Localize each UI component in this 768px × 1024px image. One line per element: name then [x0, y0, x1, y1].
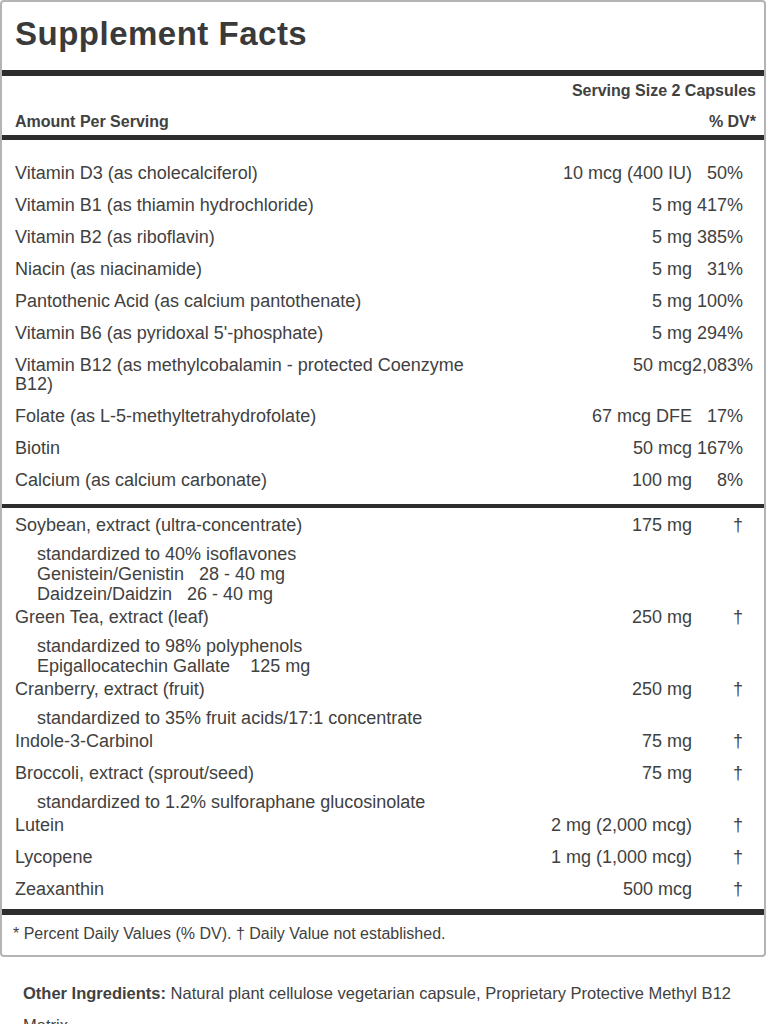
nutrient-dv: 31%	[692, 260, 743, 279]
table-row: Vitamin B2 (as riboflavin) 5 mg385%	[2, 215, 764, 247]
nutrient-dv: 50%	[692, 164, 743, 183]
nutrient-amount: 100 mg	[632, 471, 692, 490]
nutrient-amount: 2 mg (2,000 mcg)	[551, 816, 692, 835]
nutrient-name: Vitamin B2 (as riboflavin)	[15, 228, 490, 247]
nutrient-name: Zeaxanthin	[15, 880, 490, 899]
other-ingredients: Other Ingredients: Natural plant cellulo…	[23, 977, 745, 1024]
nutrient-dv: †	[692, 880, 743, 899]
nutrient-name: Vitamin B12 (as methylcobalamin - protec…	[15, 356, 490, 394]
footnote: * Percent Daily Values (% DV). † Daily V…	[2, 915, 764, 955]
table-row: Broccoli, extract (sprout/seed) 75 mg†	[2, 751, 764, 783]
nutrient-sub-note: Genistein/Genistin 28 - 40 mg	[37, 564, 764, 584]
nutrient-dv: †	[692, 764, 743, 783]
nutrient-name: Cranberry, extract (fruit)	[15, 680, 490, 699]
nutrient-dv: †	[692, 516, 743, 535]
nutrient-sub-note: standardized to 35% fruit acids/17:1 con…	[37, 708, 764, 728]
nutrient-dv: 2,083%	[692, 356, 743, 375]
nutrient-sub-notes: standardized to 98% polyphenolsEpigalloc…	[2, 636, 764, 676]
nutrient-dv: †	[692, 680, 743, 699]
nutrient-dv: 17%	[692, 407, 743, 426]
nutrient-name: Vitamin D3 (as cholecalciferol)	[15, 164, 490, 183]
nutrient-sub-notes: standardized to 40% isoflavonesGenistein…	[2, 544, 764, 604]
nutrient-name: Niacin (as niacinamide)	[15, 260, 490, 279]
column-header-amount: Amount Per Serving	[15, 112, 169, 132]
supplement-facts-panel: Supplement Facts Serving Size 2 Capsules…	[0, 0, 766, 957]
nutrient-amount: 5 mg	[652, 324, 692, 343]
nutrient-sub-note: Epigallocatechin Gallate 125 mg	[37, 656, 764, 676]
nutrient-sub-notes: standardized to 35% fruit acids/17:1 con…	[2, 708, 764, 728]
nutrient-sub-notes: standardized to 1.2% sulforaphane glucos…	[2, 792, 764, 812]
nutrient-amount: 250 mg	[632, 608, 692, 627]
table-row: Vitamin B1 (as thiamin hydrochloride) 5 m…	[2, 183, 764, 215]
table-row: Green Tea, extract (leaf) 250 mg†	[2, 604, 764, 627]
table-row: Indole-3-Carbinol 75 mg†	[2, 728, 764, 751]
nutrient-dv: 294%	[692, 324, 743, 343]
nutrient-name: Green Tea, extract (leaf)	[15, 608, 490, 627]
nutrient-dv: 100%	[692, 292, 743, 311]
nutrient-amount: 250 mg	[632, 680, 692, 699]
nutrient-amount: 175 mg	[632, 516, 692, 535]
nutrient-amount: 50 mcg	[633, 356, 692, 375]
nutrient-name: Folate (as L-5-methyltetrahydrofolate)	[15, 407, 490, 426]
below-panel-info: Other Ingredients: Natural plant cellulo…	[0, 957, 768, 1024]
nutrient-dv: 167%	[692, 439, 743, 458]
page-title: Supplement Facts	[2, 2, 764, 54]
nutrient-amount: 5 mg	[652, 260, 692, 279]
nutrient-dv: 417%	[692, 196, 743, 215]
nutrient-name: Broccoli, extract (sprout/seed)	[15, 764, 490, 783]
nutrient-name: Lycopene	[15, 848, 490, 867]
nutrient-dv: †	[692, 732, 743, 751]
table-row: Soybean, extract (ultra-concentrate) 175 …	[2, 508, 764, 535]
table-row: Vitamin D3 (as cholecalciferol) 10 mcg (4…	[2, 140, 764, 183]
nutrient-name: Vitamin B1 (as thiamin hydrochloride)	[15, 196, 490, 215]
column-header-dv: % DV*	[709, 112, 756, 132]
table-row: Folate (as L-5-methyltetrahydrofolate) 67…	[2, 394, 764, 426]
other-ingredients-label: Other Ingredients:	[23, 984, 166, 1002]
table-row: Cranberry, extract (fruit) 250 mg†	[2, 676, 764, 699]
nutrient-name: Biotin	[15, 439, 490, 458]
nutrient-amount: 50 mcg	[633, 439, 692, 458]
nutrient-name: Calcium (as calcium carbonate)	[15, 471, 490, 490]
nutrient-sub-note: standardized to 1.2% sulforaphane glucos…	[37, 792, 764, 812]
nutrient-amount: 5 mg	[652, 228, 692, 247]
nutrient-name: Vitamin B6 (as pyridoxal 5'-phosphate)	[15, 324, 490, 343]
nutrient-name: Pantothenic Acid (as calcium pantothenat…	[15, 292, 490, 311]
table-row: Biotin 50 mcg167%	[2, 426, 764, 458]
nutrient-amount: 75 mg	[642, 764, 692, 783]
nutrient-dv: 8%	[692, 471, 743, 490]
nutrient-amount: 500 mcg	[623, 880, 692, 899]
nutrient-amount: 5 mg	[652, 196, 692, 215]
botanicals-section: Soybean, extract (ultra-concentrate) 175 …	[2, 508, 764, 909]
nutrient-name: Soybean, extract (ultra-concentrate)	[15, 516, 490, 535]
table-row: Vitamin B12 (as methylcobalamin - protec…	[2, 343, 764, 394]
table-row: Lutein 2 mg (2,000 mcg)†	[2, 812, 764, 835]
table-row: Calcium (as calcium carbonate) 100 mg8%	[2, 458, 764, 490]
nutrient-dv: †	[692, 816, 743, 835]
serving-size: Serving Size 2 Capsules	[2, 76, 764, 101]
table-row: Niacin (as niacinamide) 5 mg31%	[2, 247, 764, 279]
nutrient-amount: 67 mcg DFE	[592, 407, 692, 426]
nutrient-dv: †	[692, 608, 743, 627]
table-row: Pantothenic Acid (as calcium pantothenat…	[2, 279, 764, 311]
nutrient-amount: 75 mg	[642, 732, 692, 751]
nutrients-section: Vitamin D3 (as cholecalciferol) 10 mcg (4…	[2, 140, 764, 504]
nutrient-dv: 385%	[692, 228, 743, 247]
nutrient-name: Indole-3-Carbinol	[15, 732, 490, 751]
table-row: Zeaxanthin 500 mcg†	[2, 867, 764, 899]
nutrient-amount: 5 mg	[652, 292, 692, 311]
column-header-row: Amount Per Serving % DV*	[2, 112, 764, 132]
nutrient-sub-note: Daidzein/Daidzin 26 - 40 mg	[37, 584, 764, 604]
nutrient-amount: 1 mg (1,000 mcg)	[551, 848, 692, 867]
nutrient-amount: 10 mcg (400 IU)	[563, 164, 692, 183]
nutrient-sub-note: standardized to 40% isoflavones	[37, 544, 764, 564]
nutrient-name: Lutein	[15, 816, 490, 835]
table-row: Vitamin B6 (as pyridoxal 5'-phosphate) 5 …	[2, 311, 764, 343]
nutrient-dv: †	[692, 848, 743, 867]
table-row: Lycopene 1 mg (1,000 mcg)†	[2, 835, 764, 867]
nutrient-sub-note: standardized to 98% polyphenols	[37, 636, 764, 656]
